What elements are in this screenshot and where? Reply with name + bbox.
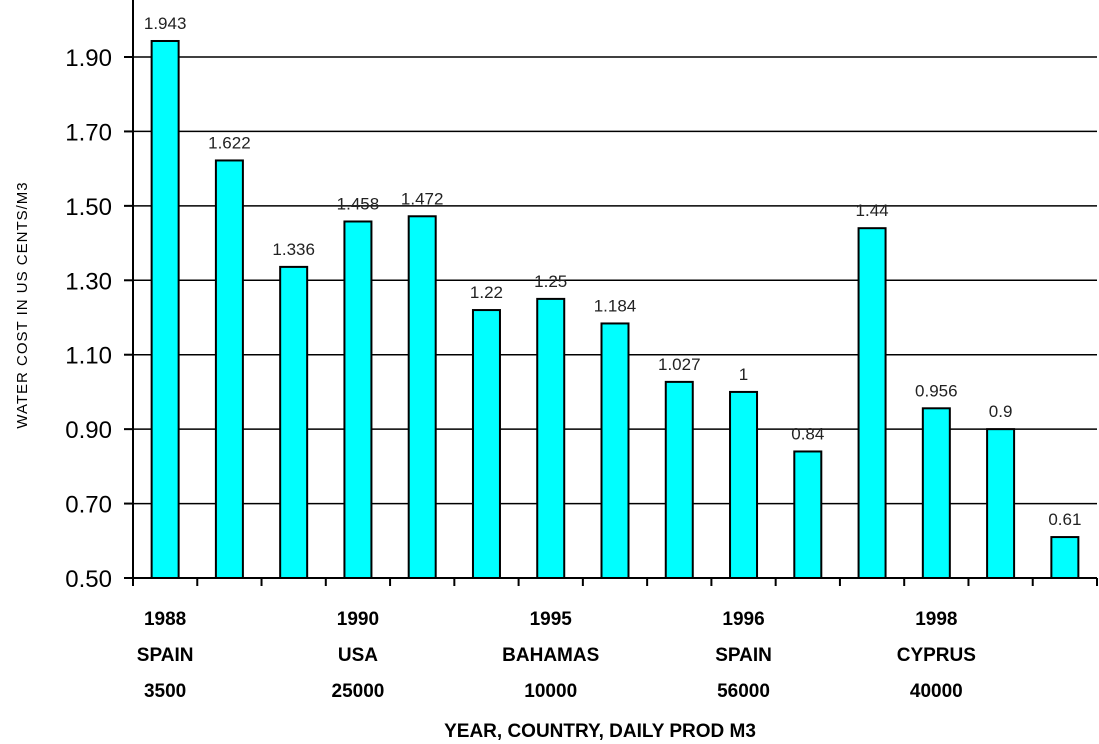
data-label: 1.22 [470, 283, 503, 302]
y-axis-label: WATER COST IN US CENTS/M3 [14, 181, 31, 428]
category-label: 3500 [144, 681, 186, 702]
category-label: 56000 [717, 681, 770, 702]
y-tick-label: 1.50 [65, 194, 112, 221]
category-label: 25000 [332, 681, 385, 702]
category-label: SPAIN [137, 645, 194, 666]
bar [986, 428, 1016, 579]
category-label: 40000 [910, 681, 963, 702]
data-labels: 1.943 1.622 1.336 1.458 1.472 1.22 1.25 1.184 1.… [144, 14, 1082, 529]
x-axis-label: YEAR, COUNTRY, DAILY PROD M3 [444, 721, 756, 742]
bar [279, 265, 309, 579]
data-label: 0.84 [791, 424, 824, 443]
bar [793, 450, 823, 580]
category-label: 1990 [337, 609, 379, 630]
y-tick-label: 1.30 [65, 268, 112, 295]
category-label: 1988 [144, 609, 186, 630]
bars [150, 39, 1080, 580]
data-label: 0.9 [989, 402, 1013, 421]
bar [343, 220, 373, 579]
data-label: 0.61 [1048, 510, 1081, 529]
bar [214, 159, 244, 579]
category-label: 1998 [915, 609, 957, 630]
data-label: 1.027 [658, 355, 701, 374]
category-label: SPAIN [715, 645, 772, 666]
category-label: 10000 [524, 681, 577, 702]
data-label: 1.336 [272, 240, 315, 259]
y-tick-label: 0.50 [65, 566, 112, 593]
y-tick-label: 1.70 [65, 119, 112, 146]
bar [471, 309, 501, 579]
y-tick-label: 1.10 [65, 343, 112, 370]
bar [1050, 536, 1080, 579]
data-label: 1.458 [337, 194, 380, 213]
bar [729, 390, 759, 579]
bar [857, 227, 887, 580]
bar [600, 322, 630, 579]
y-tick-label: 0.90 [65, 417, 112, 444]
data-label: 1.44 [856, 201, 889, 220]
data-label: 1.184 [594, 296, 637, 315]
bar [921, 407, 951, 579]
bar [407, 215, 437, 580]
data-label: 1 [739, 365, 748, 384]
category-label: 1996 [722, 609, 764, 630]
y-tick-label: 0.70 [65, 492, 112, 519]
category-label: USA [338, 645, 378, 666]
category-labels: 1988 SPAIN 3500 1990 USA 25000 1995 BAHAMAS 1000… [137, 609, 976, 702]
data-label: 1.472 [401, 189, 444, 208]
y-tick-label: 1.90 [65, 45, 112, 72]
category-label: BAHAMAS [502, 645, 599, 666]
data-label: 1.25 [534, 272, 567, 291]
data-label: 1.622 [208, 133, 251, 152]
bar [664, 380, 694, 579]
y-axis-ticks: 0.50 0.70 0.90 1.10 1.30 1.50 1.70 1.90 [65, 45, 133, 593]
data-label: 0.956 [915, 381, 958, 400]
category-label: CYPRUS [897, 645, 976, 666]
category-label: 1995 [530, 609, 573, 630]
bar [150, 39, 180, 579]
bar [536, 297, 566, 579]
x-axis-ticks [132, 578, 1098, 586]
data-label: 1.943 [144, 14, 187, 33]
